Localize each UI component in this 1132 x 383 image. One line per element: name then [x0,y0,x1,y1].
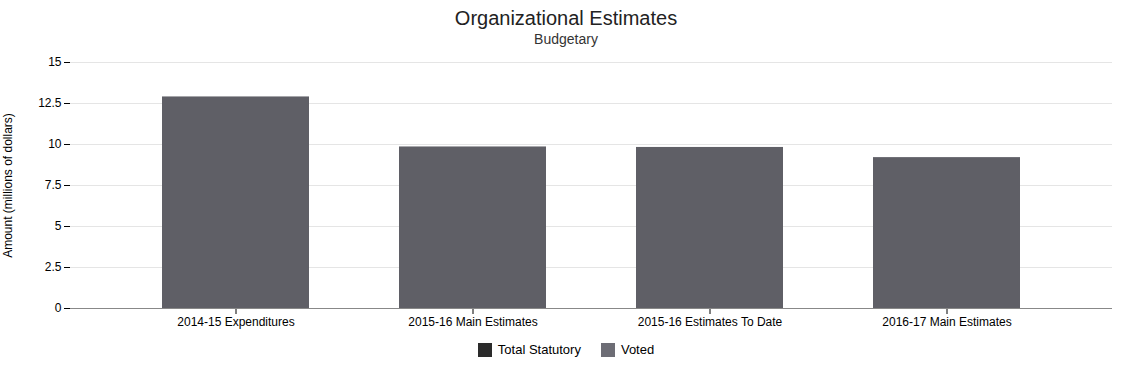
html-text:Voted: Voted [620,342,655,357]
svg-text:10: 10 [48,137,62,151]
svg-text:5: 5 [55,219,62,233]
svg-text:2014-15 Expenditures: 2014-15 Expenditures [177,315,294,329]
svg-text:0: 0 [55,301,62,315]
html-text:Total Statutory: Total Statutory [497,342,581,357]
svg-text:15: 15 [48,55,62,69]
svg-text:12.5: 12.5 [38,96,62,110]
svg-text:2015-16 Estimates To Date: 2015-16 Estimates To Date [638,315,783,329]
html-text:Organizational Estimates: Organizational Estimates [454,7,678,29]
svg-text:2015-16 Main Estimates: 2015-16 Main Estimates [408,315,537,329]
svg-text:2016-17 Main Estimates: 2016-17 Main Estimates [882,315,1011,329]
svg-text:Amount (millions of dollars): Amount (millions of dollars) [1,113,15,258]
svg-text:2.5: 2.5 [45,260,62,274]
svg-text:7.5: 7.5 [45,178,62,192]
html-text:Budgetary: Budgetary [534,31,598,47]
